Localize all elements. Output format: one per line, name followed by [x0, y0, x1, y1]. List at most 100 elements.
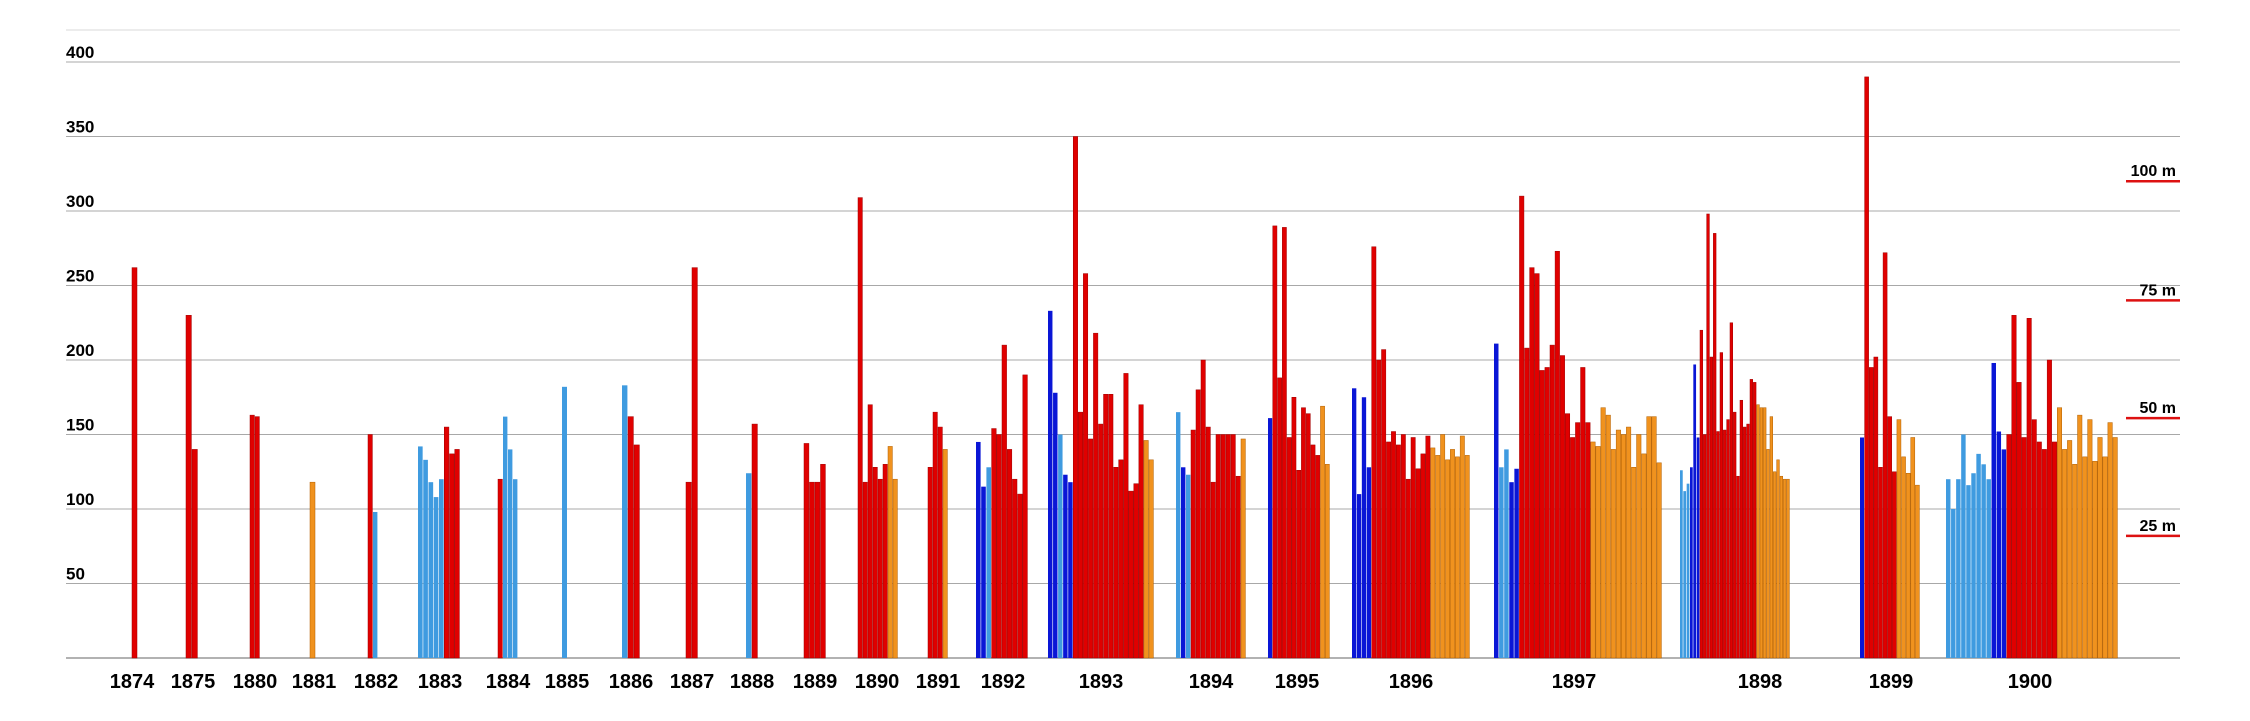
bar-1891-4	[942, 449, 948, 659]
bar-1891-1	[927, 467, 933, 659]
bar-1897-29	[1636, 434, 1642, 659]
bar-1888-2	[751, 423, 758, 659]
bar-1897-14	[1559, 355, 1565, 659]
bar-1896-16	[1425, 435, 1431, 659]
bar-1900-20	[2041, 449, 2047, 659]
scale-label: 100 m	[2131, 163, 2176, 180]
bar-1896-18	[1435, 455, 1441, 659]
bar-1894-2	[1181, 467, 1186, 658]
x-tick-label-1891: 1891	[916, 671, 961, 693]
bar-1898-19	[1739, 399, 1743, 659]
bar-1892-9	[1017, 493, 1023, 659]
bar-1894-5	[1195, 389, 1201, 659]
bar-1895-1	[1268, 418, 1273, 658]
bar-1889-1	[803, 443, 810, 659]
bar-1898-31	[1779, 475, 1783, 659]
bar-1900-33	[2107, 422, 2113, 659]
bar-1897-1	[1494, 343, 1499, 658]
bar-1900-25	[2067, 440, 2073, 659]
bar-1900-34	[2112, 437, 2118, 659]
bar-1897-21	[1595, 446, 1601, 659]
bar-1875-2	[191, 449, 198, 659]
bar-1898-16	[1729, 322, 1733, 659]
bar-1897-19	[1585, 422, 1591, 659]
x-tick-label-1892: 1892	[981, 671, 1026, 693]
y-tick-label: 100	[66, 490, 94, 509]
bar-1898-18	[1736, 475, 1740, 659]
bar-1898-1	[1680, 470, 1683, 658]
bar-1893-18	[1133, 483, 1139, 659]
bar-1893-2	[1053, 392, 1058, 658]
bar-1900-23	[2057, 407, 2063, 659]
x-tick-label-1875: 1875	[171, 671, 216, 693]
bar-1900-16	[2021, 437, 2027, 659]
x-tick-label-1874: 1874	[110, 671, 155, 693]
bar-1892-7	[1006, 449, 1013, 659]
bar-1894-8	[1210, 481, 1216, 659]
bar-1893-8	[1083, 273, 1089, 659]
bar-1900-5	[1966, 485, 1971, 658]
y-tick-label: 200	[66, 341, 94, 360]
bar-1898-11	[1713, 233, 1717, 659]
bar-1900-29	[2087, 419, 2093, 659]
x-tick-label-1886: 1886	[609, 671, 654, 693]
bar-1900-19	[2036, 441, 2042, 659]
bar-1896-3	[1361, 397, 1367, 658]
bar-1886-3	[633, 444, 640, 659]
bar-1893-9	[1088, 438, 1094, 659]
bar-1897-20	[1590, 441, 1596, 659]
bar-1899-5	[1878, 467, 1883, 659]
bar-1900-11	[1996, 431, 2002, 658]
bar-1896-21	[1450, 449, 1455, 659]
bar-1883-5	[439, 479, 444, 658]
bar-1893-6	[1072, 136, 1078, 659]
bar-1893-5	[1068, 482, 1073, 658]
y-axis-ticks: 50 100 150 200 250 300 350 400	[66, 43, 94, 584]
bar-1875-1	[185, 315, 192, 659]
x-tick-label-1894: 1894	[1189, 671, 1234, 693]
bar-1886-2	[627, 416, 634, 659]
bar-1889-2	[809, 481, 815, 659]
bar-1895-13	[1324, 464, 1330, 659]
bar-1888-1	[746, 473, 752, 658]
bar-1898-15	[1726, 419, 1730, 659]
bar-1890-1	[857, 197, 863, 659]
bar-1892-2	[981, 486, 986, 658]
bar-1900-6	[1971, 473, 1976, 658]
y-tick-label: 50	[66, 565, 85, 584]
bar-1900-21	[2046, 359, 2052, 659]
bar-1898-10	[1709, 356, 1713, 659]
bar-1899-6	[1882, 252, 1888, 659]
bar-1898-7	[1699, 329, 1703, 659]
bar-1895-4	[1282, 227, 1287, 659]
bar-1896-15	[1420, 453, 1426, 659]
bar-1896-20	[1445, 459, 1450, 659]
bar-1898-20	[1743, 426, 1747, 659]
bar-1874-1	[131, 267, 138, 659]
bar-1883-8	[454, 449, 460, 659]
bar-1896-17	[1430, 447, 1436, 659]
bar-1898-5	[1693, 364, 1697, 658]
bar-1899-2	[1864, 76, 1869, 659]
bar-1897-13	[1554, 250, 1560, 659]
bar-1895-8	[1301, 407, 1306, 659]
bar-1890-8	[892, 478, 898, 659]
bar-1900-18	[2031, 419, 2037, 659]
bar-1897-32	[1651, 416, 1657, 659]
bar-1896-9	[1391, 431, 1396, 659]
bar-1898-14	[1723, 429, 1727, 659]
bar-1898-2	[1683, 491, 1687, 658]
bar-1893-12	[1103, 394, 1109, 659]
bar-1896-11	[1400, 434, 1406, 659]
x-axis-ticks: 1874 1875 1880 1881 1882 1883 1884 1885 1886 1887…	[110, 671, 2053, 693]
bar-1894-3	[1186, 474, 1191, 658]
bar-1898-4	[1690, 467, 1693, 658]
bar-1890-7	[887, 446, 893, 659]
bar-1893-17	[1128, 490, 1134, 659]
bar-1898-28	[1769, 416, 1773, 659]
bar-1893-20	[1143, 440, 1149, 659]
bar-1893-21	[1148, 459, 1154, 659]
bar-1897-9	[1534, 273, 1540, 659]
bar-1899-3	[1868, 367, 1874, 659]
